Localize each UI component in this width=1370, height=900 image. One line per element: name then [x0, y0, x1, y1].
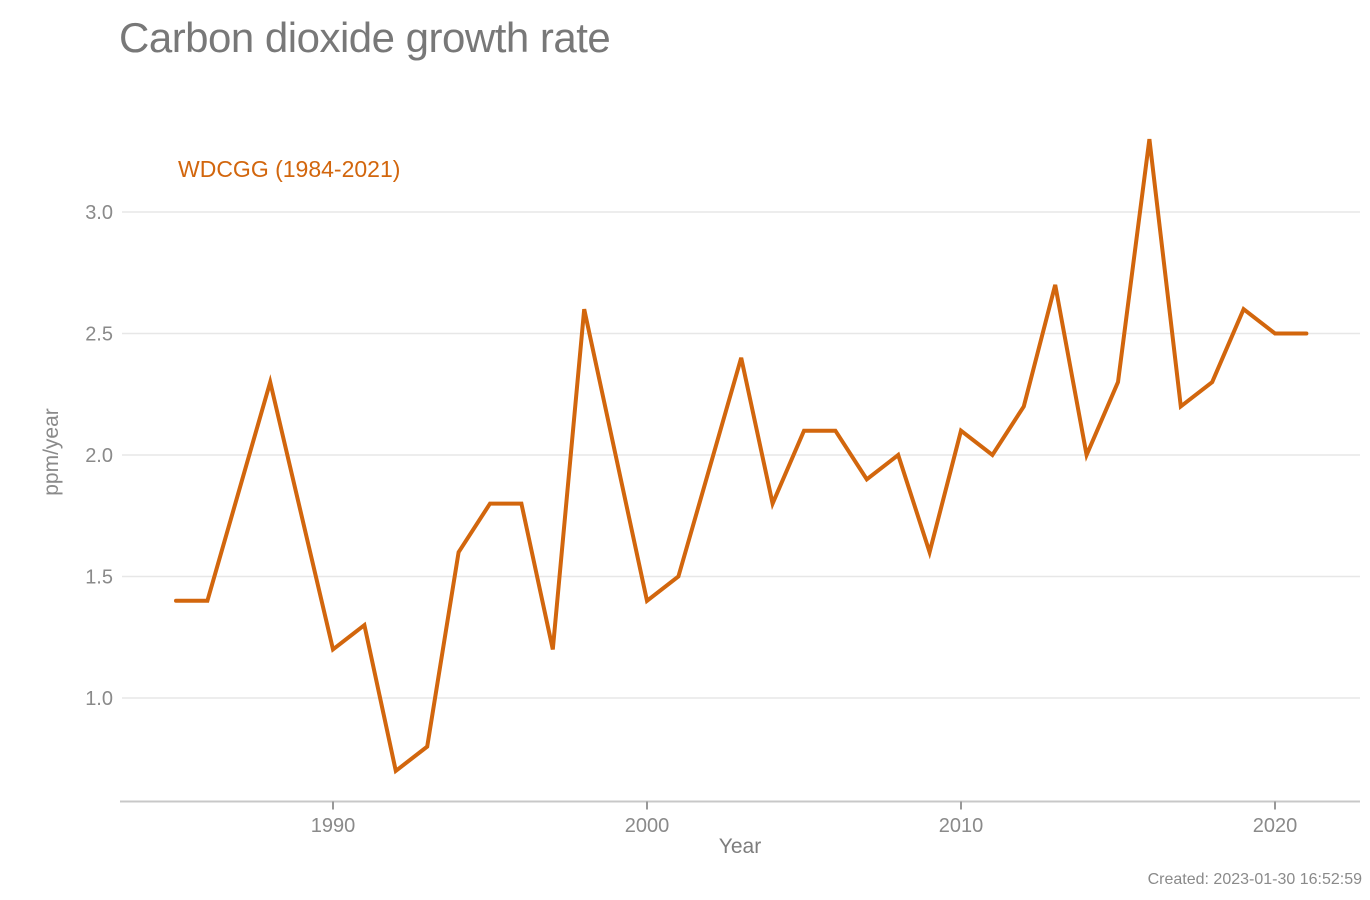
x-tick-label: 2000 [625, 815, 670, 837]
series-line-wdcgg [174, 138, 1309, 775]
x-axis-title: Year [718, 835, 762, 858]
y-tick-label: 1.5 [85, 567, 113, 589]
created-timestamp: Created: 2023-01-30 16:52:59 [1147, 871, 1362, 888]
chart-title: Carbon dioxide growth rate [119, 14, 611, 61]
legend-series-label: WDCGG (1984-2021) [178, 156, 401, 182]
x-tick-label: 2020 [1253, 815, 1298, 837]
y-axis-title: ppm/year [40, 408, 63, 496]
y-tick-label: 3.0 [85, 202, 113, 224]
y-tick-label: 2.5 [85, 324, 113, 346]
x-tick-label: 1990 [311, 815, 356, 837]
y-tick-label: 2.0 [85, 445, 113, 467]
y-tick-label: 1.0 [85, 688, 113, 710]
x-tick-label: 2010 [939, 815, 984, 837]
